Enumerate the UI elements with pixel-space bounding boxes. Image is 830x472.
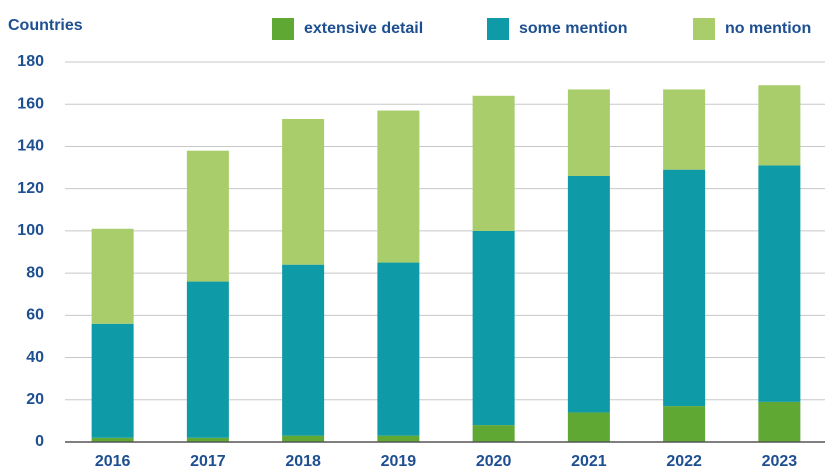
bar-segment	[186, 150, 229, 282]
y-tick-label: 60	[26, 307, 44, 324]
bar-segment	[377, 110, 420, 263]
bar-segment	[567, 412, 610, 442]
legend-swatch	[487, 18, 509, 40]
x-tick-label: 2021	[571, 453, 607, 470]
x-tick-label: 2023	[762, 453, 798, 470]
y-tick-label: 20	[26, 391, 44, 408]
bar-segment	[567, 89, 610, 176]
y-axis-label: Countries	[8, 17, 83, 34]
bar-segment	[472, 95, 515, 231]
y-tick-label: 0	[35, 433, 44, 450]
x-tick-label: 2017	[190, 453, 226, 470]
x-tick-label: 2022	[666, 453, 702, 470]
bar-segment	[377, 435, 420, 442]
legend-swatch	[693, 18, 715, 40]
bar-segment	[758, 85, 801, 166]
y-tick-label: 180	[17, 53, 44, 70]
bar-segment	[663, 406, 706, 442]
y-tick-label: 160	[17, 95, 44, 112]
bar-segment	[377, 262, 420, 436]
legend-label: extensive detail	[304, 20, 423, 37]
y-tick-label: 80	[26, 264, 44, 281]
bar-segment	[91, 437, 134, 442]
bar-segment	[663, 89, 706, 170]
bar-segment	[91, 228, 134, 324]
legend-label: no mention	[725, 20, 811, 37]
y-tick-label: 120	[17, 180, 44, 197]
legend-swatch	[272, 18, 294, 40]
bar-segment	[91, 323, 134, 438]
y-tick-label: 140	[17, 138, 44, 155]
bar-segment	[472, 230, 515, 426]
bar-segment	[758, 165, 801, 402]
bar-segment	[663, 169, 706, 407]
y-tick-label: 40	[26, 349, 44, 366]
legend-label: some mention	[519, 20, 627, 37]
bar-segment	[186, 437, 229, 442]
bar-segment	[567, 176, 610, 413]
x-tick-label: 2018	[285, 453, 321, 470]
x-tick-label: 2016	[95, 453, 131, 470]
bar-segment	[282, 119, 325, 265]
bar-segment	[472, 425, 515, 442]
x-tick-label: 2020	[476, 453, 512, 470]
bar-segment	[282, 264, 325, 436]
bar-segment	[282, 435, 325, 442]
bar-segment	[186, 281, 229, 438]
x-tick-label: 2019	[381, 453, 417, 470]
y-tick-label: 100	[17, 222, 44, 239]
bar-segment	[758, 401, 801, 442]
